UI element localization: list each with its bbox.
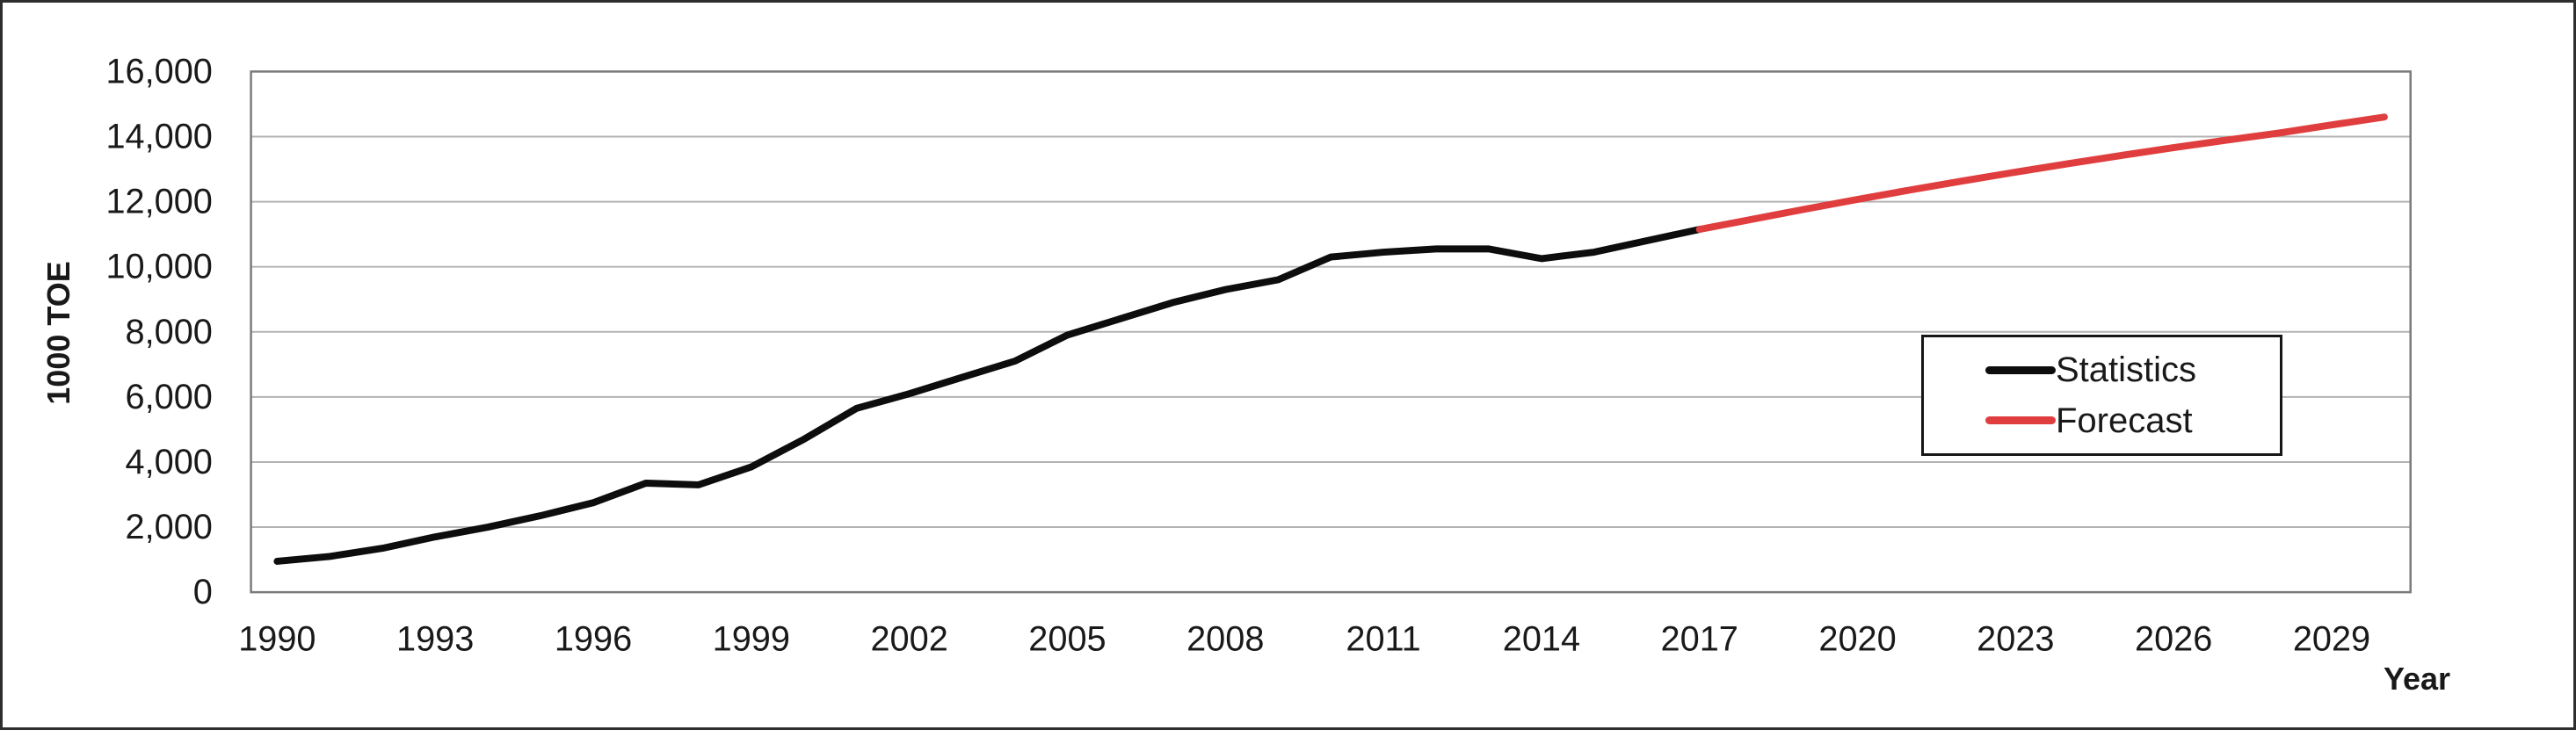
x-tick-label: 2023 — [1977, 620, 2054, 659]
series-line-statistics — [273, 226, 1703, 565]
y-tick-label: 2,000 — [126, 508, 213, 546]
y-tick-label: 0 — [193, 573, 213, 611]
y-tick-label: 8,000 — [126, 313, 213, 351]
legend-item-statistics: Statistics — [1985, 352, 2280, 387]
x-tick-label: 1999 — [713, 620, 790, 659]
legend: Statistics Forecast — [1921, 335, 2282, 456]
y-tick-label: 14,000 — [105, 118, 212, 156]
y-tick-label: 6,000 — [126, 378, 213, 416]
legend-label-forecast: Forecast — [2056, 401, 2193, 440]
x-tick-label: 1993 — [396, 620, 474, 659]
x-tick-label: 2029 — [2293, 620, 2370, 659]
y-tick-label: 12,000 — [105, 183, 212, 221]
x-tick-label: 2008 — [1186, 620, 1264, 659]
y-tick-label: 16,000 — [105, 52, 212, 90]
y-axis-title: 1000 TOE — [40, 261, 76, 405]
chart-svg: 0 2,000 4,000 6,000 8,000 10,000 12,000 14,000 1… — [105, 52, 2412, 659]
x-tick-label: 2002 — [870, 620, 947, 659]
statistics-line-swatch — [1985, 365, 2056, 374]
x-tick-label: 2020 — [1818, 620, 1896, 659]
forecast-line-swatch — [1985, 416, 2056, 425]
series-line-forecast — [1695, 113, 2388, 234]
x-tick-label: 2011 — [1346, 620, 1420, 659]
y-tick-label: 4,000 — [126, 443, 213, 481]
x-tick-label: 2017 — [1661, 620, 1738, 659]
x-tick-label: 2026 — [2135, 620, 2212, 659]
x-tick-label: 2014 — [1503, 620, 1580, 659]
legend-item-forecast: Forecast — [1985, 403, 2280, 438]
x-tick-label: 2005 — [1028, 620, 1106, 659]
y-tick-label: 10,000 — [105, 248, 212, 286]
x-axis-title: Year — [2383, 661, 2451, 697]
x-tick-label: 1990 — [238, 620, 316, 659]
legend-label-statistics: Statistics — [2056, 351, 2197, 390]
plot-border — [250, 70, 2412, 594]
x-tick-label: 1996 — [555, 620, 632, 659]
